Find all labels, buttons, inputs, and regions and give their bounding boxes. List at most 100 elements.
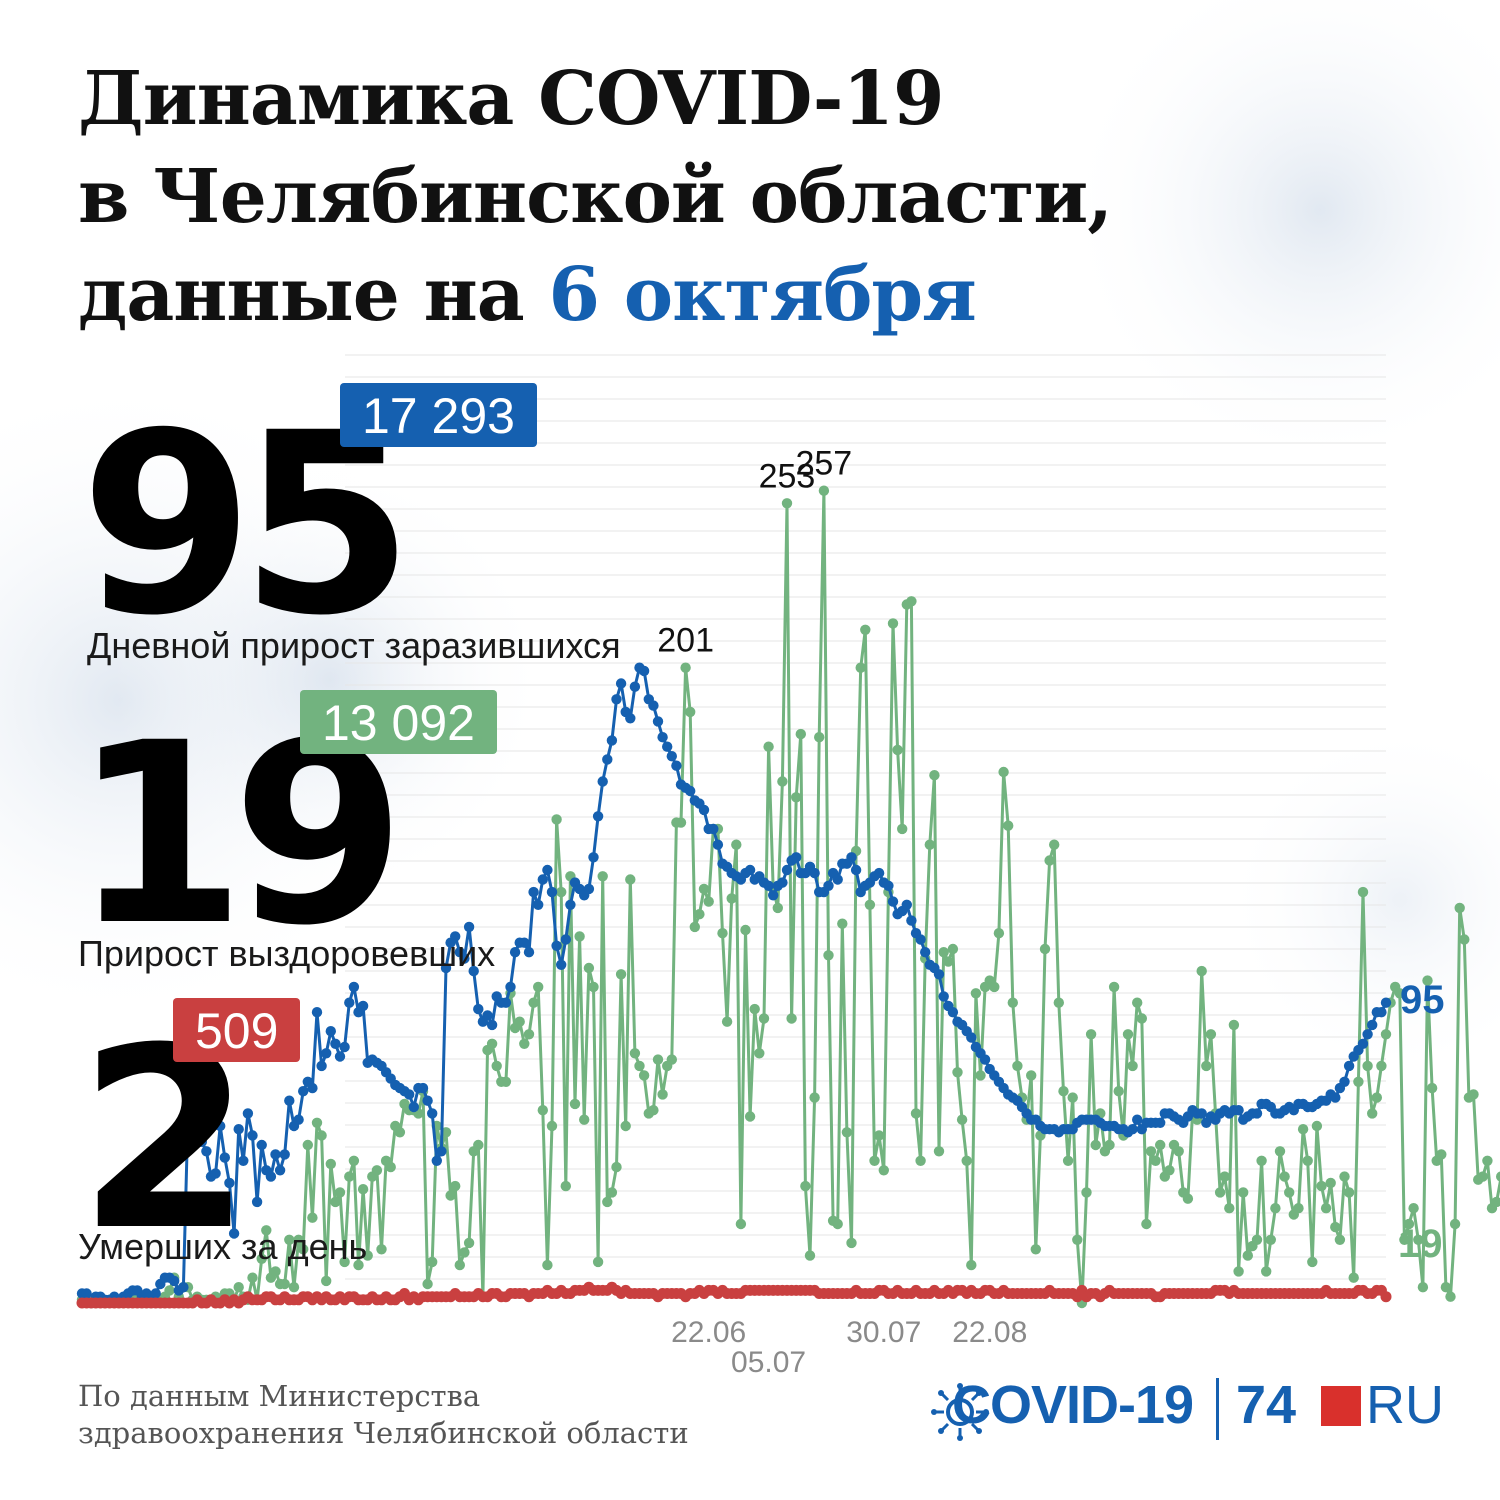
recovered-point — [634, 1060, 645, 1072]
recovered-point — [1325, 1177, 1336, 1189]
recovered-point — [956, 1114, 968, 1125]
recovered-point — [1482, 1155, 1493, 1167]
recovered-point — [694, 909, 705, 920]
recovered-point — [330, 1196, 341, 1208]
infected-point — [192, 1117, 203, 1129]
infected-point — [947, 1007, 959, 1018]
recovered-point — [334, 1187, 346, 1198]
recovered-point — [864, 899, 876, 910]
infected-point — [685, 785, 696, 797]
recovered-point — [1357, 886, 1369, 898]
recovered-point — [523, 1029, 535, 1040]
recovered-point — [1297, 1124, 1309, 1135]
recovered-point — [652, 1054, 664, 1065]
infected-point — [459, 953, 470, 964]
recovered-point — [302, 1139, 313, 1151]
recovered-point — [1012, 1060, 1023, 1072]
infected-end-label: 95 — [1400, 978, 1445, 1022]
recovered-point — [261, 1225, 272, 1236]
recovered-point — [758, 1013, 770, 1024]
infected-point — [279, 1149, 290, 1160]
infected-point — [588, 852, 599, 863]
deaths-point — [1380, 1291, 1392, 1303]
recovered-point — [288, 1282, 300, 1293]
recovered-point — [256, 1253, 267, 1265]
recovered-point — [703, 896, 714, 907]
recovered-point — [1127, 1060, 1138, 1072]
recovered-point — [1376, 1060, 1387, 1072]
recovered-point — [1108, 981, 1120, 993]
recovered-point — [873, 1130, 885, 1141]
infected-point — [505, 981, 516, 993]
infected-point — [242, 1108, 254, 1119]
infected-point — [906, 915, 917, 926]
recovered-point — [1477, 1171, 1489, 1182]
recovered-point — [860, 624, 871, 635]
recovered-point — [284, 1234, 295, 1246]
infected-point — [251, 1196, 263, 1208]
recovered-point — [933, 1146, 945, 1157]
infected-point — [1233, 1105, 1244, 1116]
recovered-point — [422, 1278, 433, 1290]
infected-point — [1330, 1092, 1341, 1103]
infected-point — [486, 1019, 498, 1031]
recovered-point — [560, 1180, 571, 1192]
infected-point — [768, 890, 779, 901]
infected-point — [348, 981, 360, 993]
recovered-point — [514, 1016, 525, 1027]
recovered-point — [491, 1060, 502, 1072]
infected-point — [537, 874, 548, 885]
logo-covid-text: COVID-19 — [952, 1375, 1194, 1435]
recovered-point — [998, 766, 1009, 778]
infected-point — [422, 1095, 433, 1106]
recovered-point — [371, 1165, 383, 1176]
recovered-point — [325, 1158, 336, 1170]
infected-point — [215, 1120, 226, 1132]
infected-point — [450, 931, 461, 942]
recovered-point — [1007, 997, 1018, 1008]
infected-point — [81, 1288, 92, 1299]
infected-point — [219, 1152, 230, 1163]
recovered-point — [814, 732, 825, 743]
recovered-point — [961, 1155, 972, 1167]
recovered-point — [1141, 1218, 1152, 1230]
recovered-point — [1293, 1203, 1304, 1214]
recovered-point — [500, 1076, 512, 1088]
recovered-point — [1067, 1092, 1078, 1103]
recovered-point — [731, 839, 742, 850]
infected-point — [238, 1155, 249, 1167]
infected-point — [933, 969, 945, 980]
recovered-point — [1145, 1146, 1157, 1157]
recovered-point — [1026, 1070, 1037, 1081]
recovered-point — [546, 1120, 558, 1132]
infected-point — [256, 1139, 267, 1151]
recovered-point — [385, 1161, 396, 1173]
recovered-point — [1233, 1266, 1244, 1277]
recovered-point — [1371, 1092, 1383, 1103]
recovered-point — [1136, 1013, 1148, 1024]
infected-point — [542, 864, 553, 876]
infected-point — [224, 1177, 235, 1189]
infected-point — [708, 823, 719, 835]
infected-point — [666, 751, 677, 762]
recovered-point — [348, 1155, 360, 1167]
recovered-point — [1320, 1203, 1332, 1214]
recovered-point — [1343, 1187, 1355, 1198]
recovered-point — [588, 981, 599, 993]
infected-point — [1362, 1029, 1373, 1040]
recovered-point — [1053, 997, 1065, 1008]
recovered-point — [832, 1218, 843, 1230]
recovered-point — [473, 1139, 484, 1151]
recovered-point — [648, 1105, 659, 1116]
infected-point — [1343, 1060, 1355, 1072]
deaths-series — [76, 1281, 1392, 1309]
infected-point — [901, 899, 912, 910]
infected-point — [325, 1026, 336, 1037]
infected-point — [1339, 1076, 1350, 1088]
recovered-point — [943, 956, 954, 967]
recovered-point — [781, 498, 793, 509]
recovered-point — [1196, 965, 1207, 977]
recovered-point — [993, 928, 1005, 939]
infected-point — [210, 1168, 221, 1179]
recovered-point — [1173, 1146, 1184, 1157]
